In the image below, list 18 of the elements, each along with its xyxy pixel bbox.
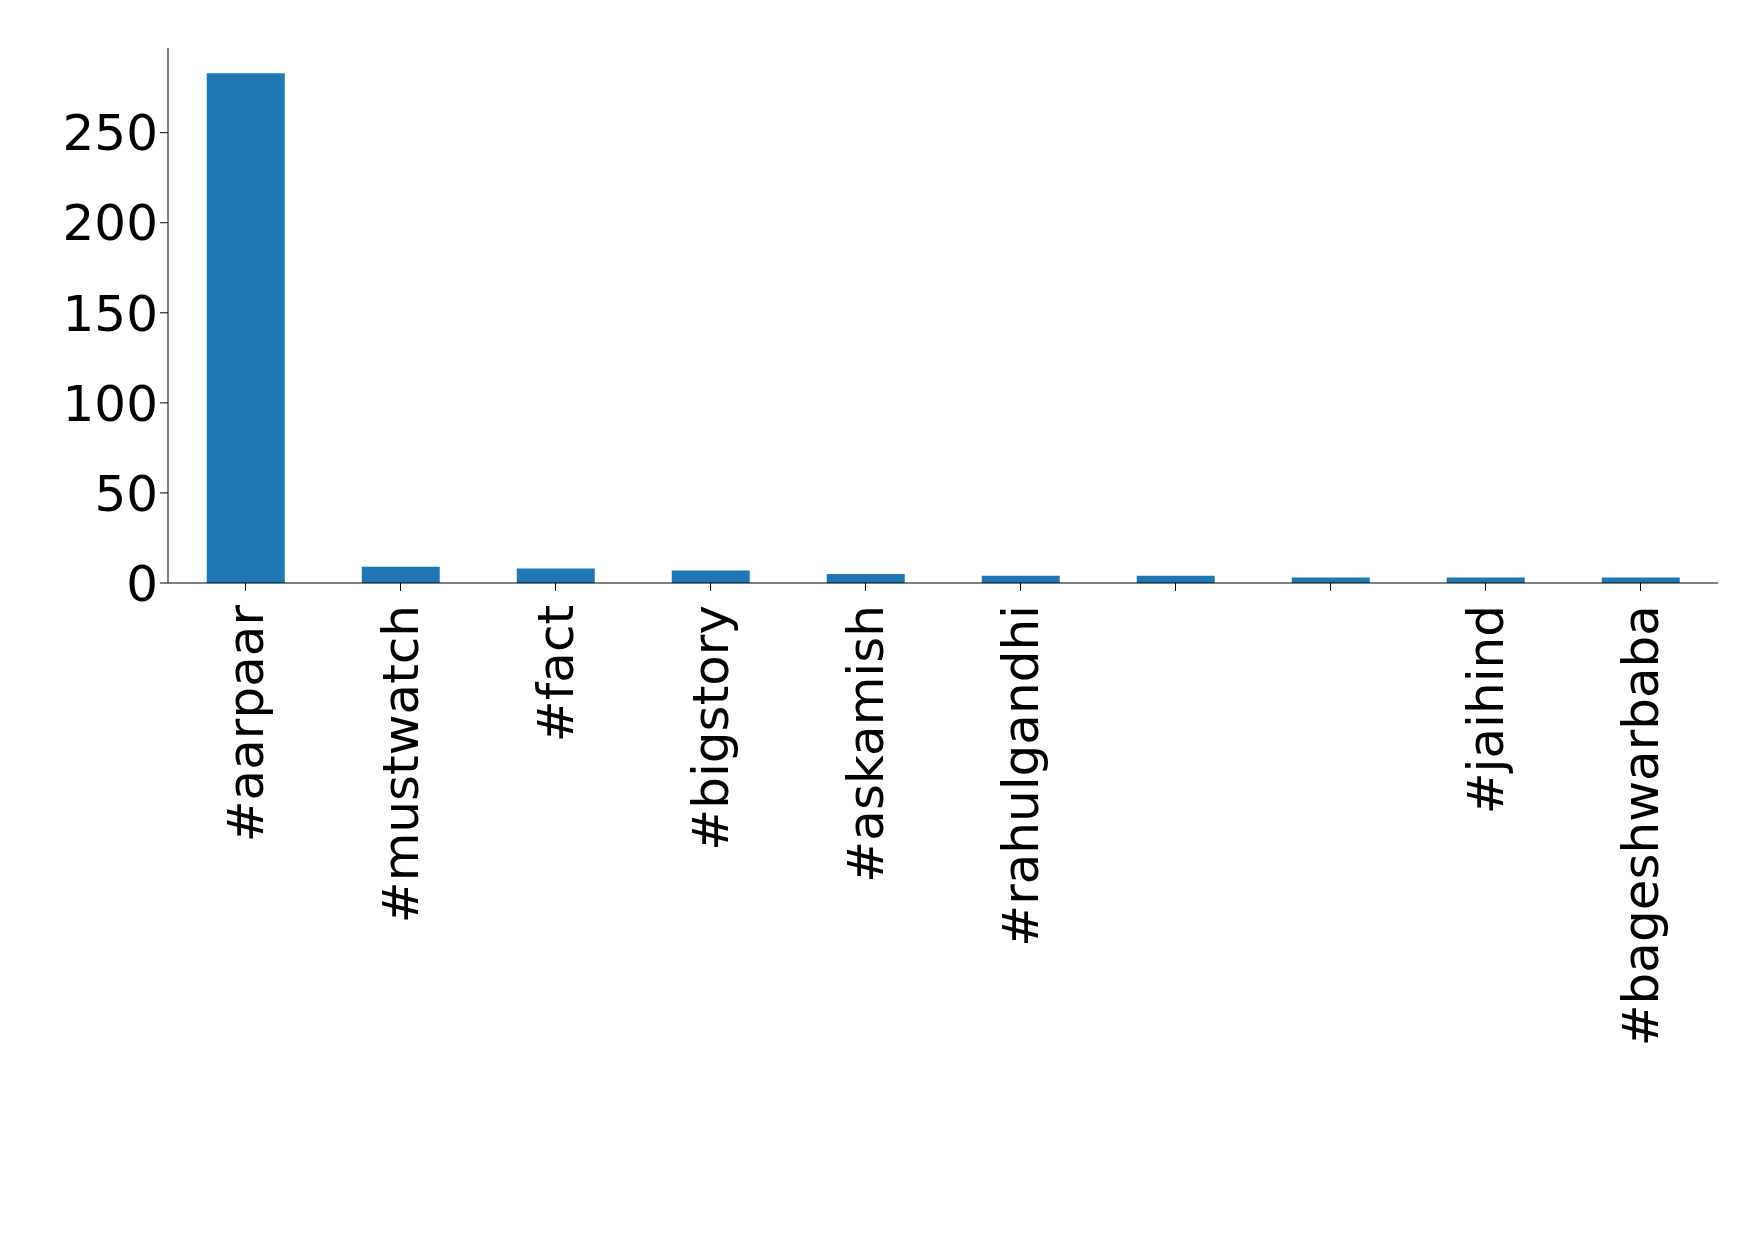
bar bbox=[516, 568, 595, 583]
bar bbox=[671, 570, 750, 583]
x-tick-label: #jaihind bbox=[1456, 605, 1515, 815]
bar bbox=[206, 73, 285, 583]
y-tick-label: 50 bbox=[94, 464, 158, 523]
x-tick-label: #rahulgandhi bbox=[991, 605, 1050, 947]
y-tick-label: 100 bbox=[62, 374, 158, 433]
x-tick-label: #askamish bbox=[836, 605, 895, 883]
x-tick-label: #bageshwarbaba bbox=[1611, 605, 1670, 1047]
y-tick-label: 250 bbox=[62, 104, 158, 163]
y-tick-label: 150 bbox=[62, 284, 158, 343]
x-tick-label: #fact bbox=[526, 605, 585, 743]
y-tick-label: 0 bbox=[126, 554, 158, 613]
y-tick-label: 200 bbox=[62, 194, 158, 253]
x-tick-label: #aarpaar bbox=[216, 604, 275, 843]
bar bbox=[361, 566, 440, 583]
x-tick-label: #bigstory bbox=[681, 605, 740, 851]
x-tick-label: #mustwatch bbox=[371, 605, 430, 924]
